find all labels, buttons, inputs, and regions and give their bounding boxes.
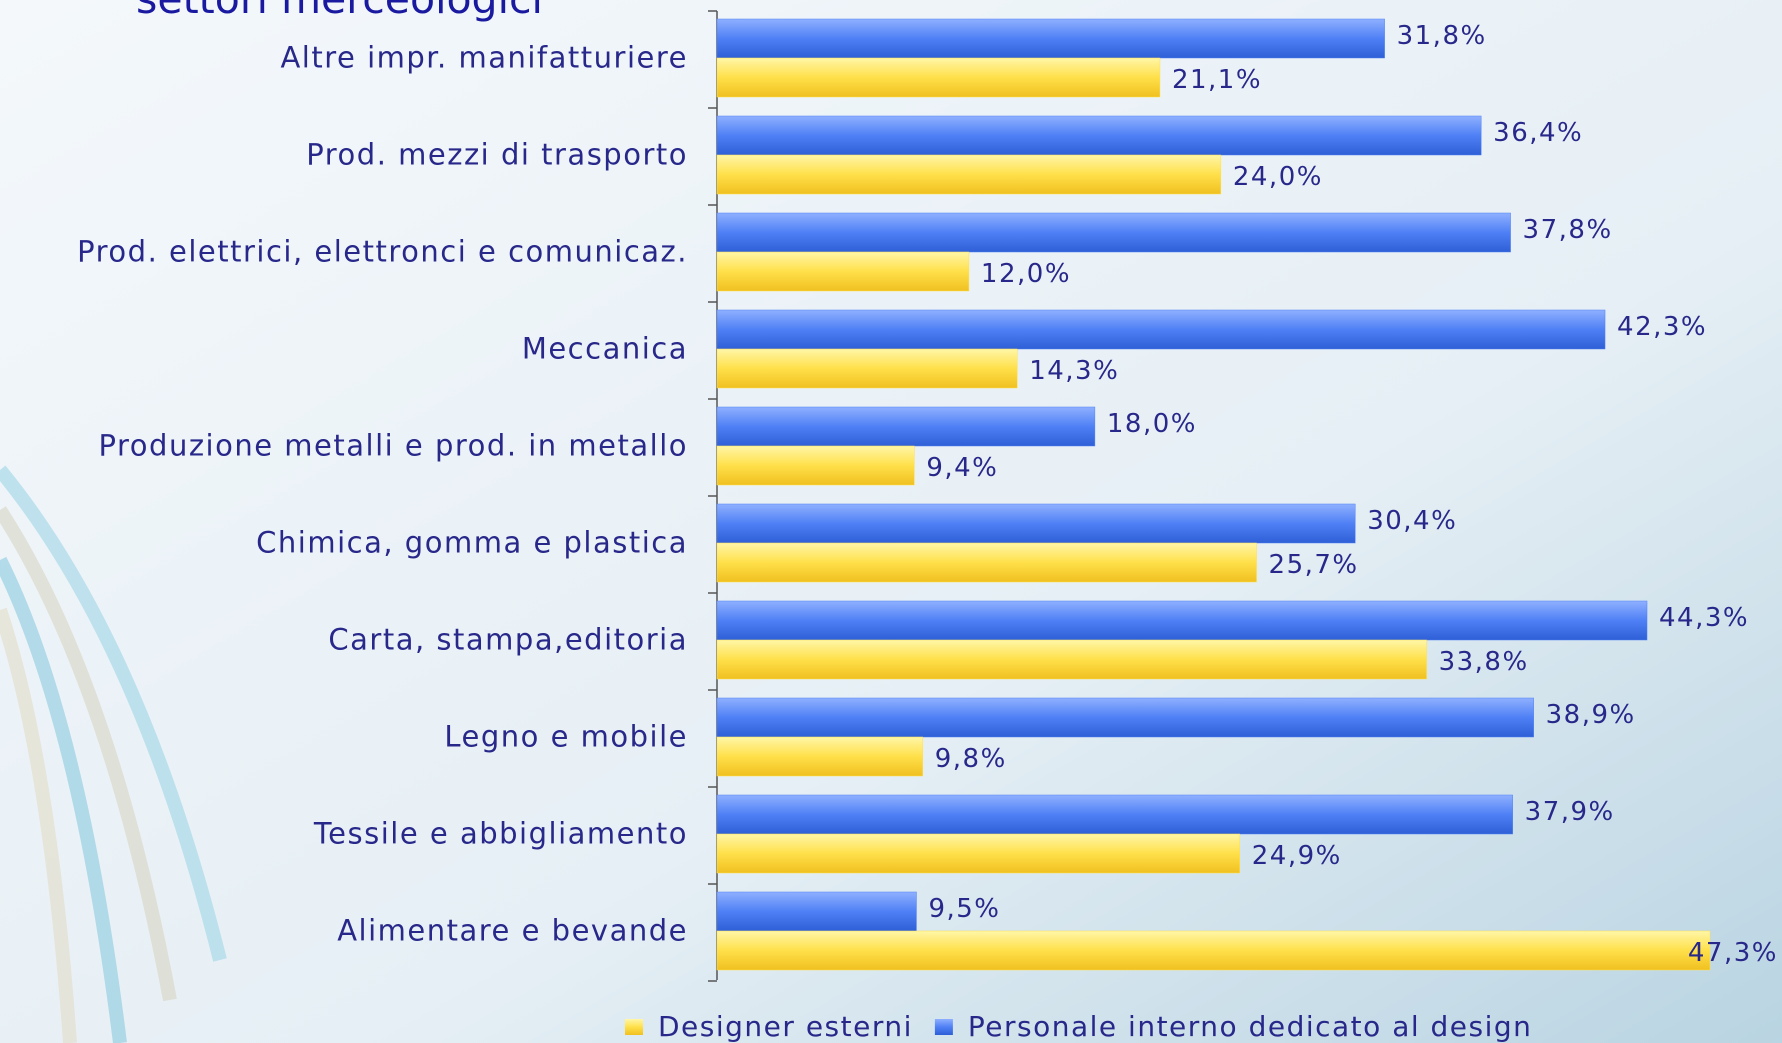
bar (716, 600, 1648, 641)
bar (716, 406, 1096, 447)
category-label: Carta, stampa,editoria (328, 623, 688, 657)
data-label: 37,9% (1525, 797, 1615, 827)
bar (716, 115, 1482, 156)
bar (716, 542, 1257, 583)
data-label: 37,8% (1523, 215, 1613, 245)
data-label: 9,8% (935, 744, 1007, 774)
category-label: Chimica, gomma e plastica (256, 526, 688, 560)
bar (716, 794, 1513, 835)
bar (716, 697, 1534, 738)
legend: Designer esterni Personale interno dedica… (625, 1010, 1533, 1043)
bar (716, 154, 1222, 195)
bar (716, 503, 1356, 544)
bar (716, 57, 1161, 98)
bar (716, 445, 915, 486)
bar (716, 891, 917, 932)
bar (716, 639, 1427, 680)
category-label: Alimentare e bevande (337, 914, 688, 948)
data-label: 33,8% (1439, 647, 1529, 677)
legend-label: Personale interno dedicato al design (968, 1010, 1533, 1043)
category-label: Produzione metalli e prod. in metallo (99, 429, 688, 463)
bar (716, 18, 1385, 59)
category-label: Tessile e abbigliamento (313, 817, 688, 851)
bar (716, 309, 1606, 350)
bar (716, 251, 970, 292)
data-label: 31,8% (1397, 21, 1487, 51)
data-label: 9,4% (926, 453, 998, 483)
data-label: 9,5% (928, 894, 1000, 924)
data-label: 14,3% (1029, 356, 1119, 386)
category-label: Prod. mezzi di trasporto (306, 138, 688, 172)
category-label: Legno e mobile (444, 720, 688, 754)
legend-label: Designer esterni (658, 1010, 913, 1043)
data-label: 44,3% (1659, 603, 1749, 633)
legend-swatch (625, 1019, 643, 1035)
bar (716, 736, 923, 777)
bar (716, 212, 1511, 253)
data-label: 38,9% (1546, 700, 1636, 730)
data-label: 36,4% (1493, 118, 1583, 148)
decoration (0, 465, 227, 1043)
data-label: 30,4% (1367, 506, 1457, 536)
data-label: 21,1% (1172, 65, 1262, 95)
data-label: 47,3% (1688, 938, 1778, 968)
legend-swatch (934, 1019, 953, 1035)
data-label: 42,3% (1617, 312, 1707, 342)
data-label: 25,7% (1269, 550, 1359, 580)
category-label: Prod. elettrici, elettronci e comunicaz. (77, 235, 688, 269)
data-label: 18,0% (1107, 409, 1197, 439)
data-label: 12,0% (981, 259, 1071, 289)
chart-title: settori merceologici (136, 0, 543, 23)
bar (716, 930, 1711, 971)
category-label: Meccanica (522, 332, 688, 366)
bar (716, 348, 1018, 389)
data-label: 24,0% (1233, 162, 1323, 192)
data-label: 24,9% (1252, 841, 1342, 871)
category-label: Altre impr. manifatturiere (280, 41, 688, 75)
bar (716, 833, 1240, 874)
